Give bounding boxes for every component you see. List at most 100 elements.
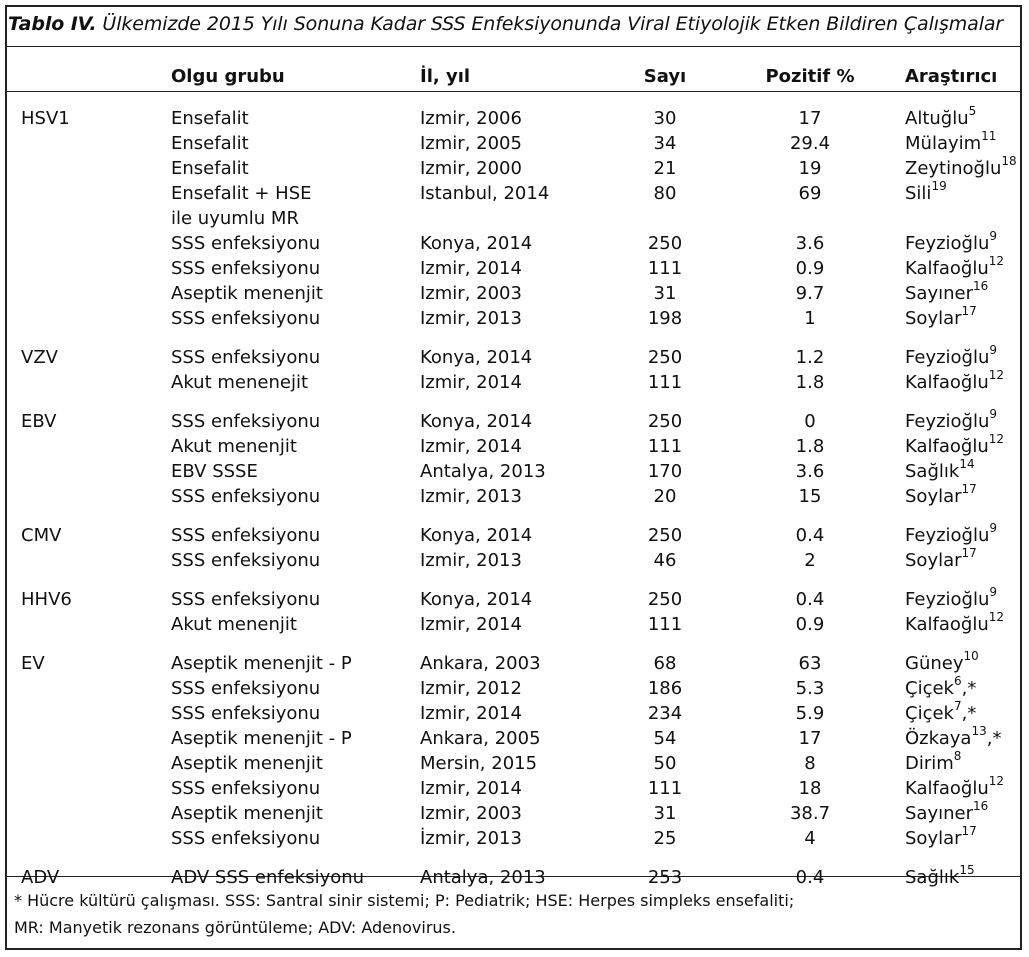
reference-number: 11 xyxy=(981,129,997,143)
city-cell: Izmir, 2014 xyxy=(420,258,522,279)
researcher-cell: Soylar17 xyxy=(905,825,1020,851)
reference-number: 12 xyxy=(988,254,1005,268)
positive-cell: 38.7 xyxy=(789,803,831,824)
footnote-line: * Hücre kültürü çalışması. SSS: Santral … xyxy=(14,891,795,910)
group-cell: SSS enfeksiyonu xyxy=(171,258,321,279)
researcher-cell: Çiçek6,* xyxy=(905,674,1020,701)
virus-cell xyxy=(7,370,171,395)
virus-cell: EBV xyxy=(21,411,57,432)
reference-number: 12 xyxy=(988,368,1005,382)
table-row: SSS enfeksiyonu Izmir, 2014 111 0.9 Kalfaoğl… xyxy=(7,254,1020,281)
virus-cell xyxy=(7,826,171,851)
header-rule xyxy=(7,91,1022,92)
footer-rule xyxy=(7,876,1022,877)
table-row: Akut menenjit Izmir, 2014 111 0.9 Kalfaoğlu1… xyxy=(7,610,1020,637)
virus-cell: HHV6 xyxy=(21,589,72,610)
positive-cell: 0.9 xyxy=(795,614,825,635)
count-cell: 170 xyxy=(647,461,683,482)
virus-cell: HSV1 xyxy=(21,108,70,129)
group-cell: Akut menenejit xyxy=(171,372,309,393)
count-cell: 111 xyxy=(647,372,683,393)
table-row: Ensefalit Izmir, 2000 21 19 Zeytinoğlu18 xyxy=(7,154,1020,181)
city-cell: Konya, 2014 xyxy=(420,411,533,432)
reference-number: 16 xyxy=(973,799,989,813)
virus-cell: ADV xyxy=(21,867,60,888)
group-cell: Akut menenjit xyxy=(171,436,297,457)
positive-cell: 1 xyxy=(804,308,816,329)
group-cell: Aseptik menenjit xyxy=(171,283,323,304)
researcher-cell: Feyzioğlu9 xyxy=(905,230,1020,256)
count-cell: 20 xyxy=(653,486,677,507)
researcher-cell xyxy=(905,206,1020,231)
reference-number: 18 xyxy=(1001,154,1017,168)
table-row: EBV SSSE Antalya, 2013 170 3.6 Sağlık14 xyxy=(7,457,1020,484)
researcher-name: Kalfaoğlu xyxy=(905,778,989,799)
city-cell: Izmir, 2013 xyxy=(420,550,522,571)
reference-number: 9 xyxy=(989,521,998,535)
reference-number: 9 xyxy=(989,585,998,599)
group-gap xyxy=(7,331,1020,345)
virus-cell xyxy=(7,751,171,776)
researcher-cell: Sayıner16 xyxy=(905,280,1020,306)
gap-cell xyxy=(7,331,1020,345)
spacer-cell xyxy=(7,94,1020,106)
reference-number: 6 xyxy=(953,674,962,688)
reference-number: 14 xyxy=(959,457,975,471)
city-cell: Izmir, 2006 xyxy=(420,108,522,129)
table-body: HSV1 Ensefalit Izmir, 2006 30 17 Altuğlu5 Ense… xyxy=(7,94,1020,890)
researcher-cell: Feyzioğlu9 xyxy=(905,408,1020,434)
virus-cell xyxy=(7,306,171,331)
reference-number: 19 xyxy=(931,179,947,193)
group-cell: Ensefalit xyxy=(171,108,249,129)
reference-number: 17 xyxy=(961,304,977,318)
count-cell: 198 xyxy=(647,308,683,329)
reference-number: 12 xyxy=(988,610,1005,624)
researcher-name: Kalfaoğlu xyxy=(905,436,989,457)
positive-cell: 2 xyxy=(804,550,816,571)
header-researcher: Araştırıcı xyxy=(905,65,998,87)
city-cell: Mersin, 2015 xyxy=(420,753,538,774)
group-gap xyxy=(7,573,1020,587)
city-cell: Izmir, 2000 xyxy=(420,158,522,179)
table-row: SSS enfeksiyonu Izmir, 2014 111 18 Kalfaoğlu… xyxy=(7,775,1020,801)
table-row: SSS enfeksiyonu İzmir, 2013 25 4 Soylar17 xyxy=(7,825,1020,851)
city-cell: Izmir, 2013 xyxy=(420,486,522,507)
table-row: SSS enfeksiyonu Izmir, 2012 186 5.3 Çiçek6,* xyxy=(7,674,1020,701)
positive-cell: 4 xyxy=(804,828,816,849)
researcher-name: Kalfaoğlu xyxy=(905,258,989,279)
table-row: ile uyumlu MR xyxy=(7,206,1020,231)
positive-cell: 1.8 xyxy=(795,372,825,393)
researcher-name: Sayıner xyxy=(905,283,973,304)
count-cell: 54 xyxy=(653,728,677,749)
researcher-cell: Altuğlu5 xyxy=(905,105,1020,131)
table-frame xyxy=(5,5,1022,950)
table-row: Aseptik menenjit Mersin, 2015 50 8 Dirim8 xyxy=(7,750,1020,776)
group-cell: SSS enfeksiyonu xyxy=(171,525,321,546)
group-cell: SSS enfeksiyonu xyxy=(171,778,321,799)
city-cell: Ankara, 2003 xyxy=(420,653,541,674)
table-row: Akut menenejit Izmir, 2014 111 1.8 Kalfaoğlu… xyxy=(7,368,1020,395)
researcher-cell: Sağlık15 xyxy=(905,864,1020,890)
researcher-cell: Zeytinoğlu18 xyxy=(905,154,1020,181)
researcher-name: Soylar xyxy=(905,828,962,849)
table-row: EV Aseptik menenjit - P Ankara, 2003 68 63 Gü… xyxy=(7,650,1020,676)
group-cell: Ensefalit + HSE xyxy=(171,183,312,204)
city-cell: Konya, 2014 xyxy=(420,233,533,254)
virus-cell xyxy=(7,548,171,573)
researcher-cell: Kalfaoğlu12 xyxy=(905,433,1020,459)
data-table: Olgu grubu İl, yıl Sayı Pozitif % Araştı… xyxy=(7,58,1020,890)
count-cell: 111 xyxy=(647,614,683,635)
city-cell: Izmir, 2003 xyxy=(420,283,522,304)
footnote-line: MR: Manyetik rezonans görüntüleme; ADV: … xyxy=(14,918,456,937)
group-cell: EBV SSSE xyxy=(171,461,258,482)
researcher-cell: Feyzioğlu9 xyxy=(905,585,1020,612)
city-cell: Konya, 2014 xyxy=(420,525,533,546)
positive-cell: 18 xyxy=(798,778,822,799)
reference-number: 13 xyxy=(971,724,987,738)
virus-cell xyxy=(7,206,171,231)
city-cell: Antalya, 2013 xyxy=(420,867,546,888)
group-gap xyxy=(7,637,1020,651)
group-cell: ADV SSS enfeksiyonu xyxy=(171,867,365,888)
city-cell: Antalya, 2013 xyxy=(420,461,546,482)
researcher-cell: Mülayim11 xyxy=(905,129,1020,156)
